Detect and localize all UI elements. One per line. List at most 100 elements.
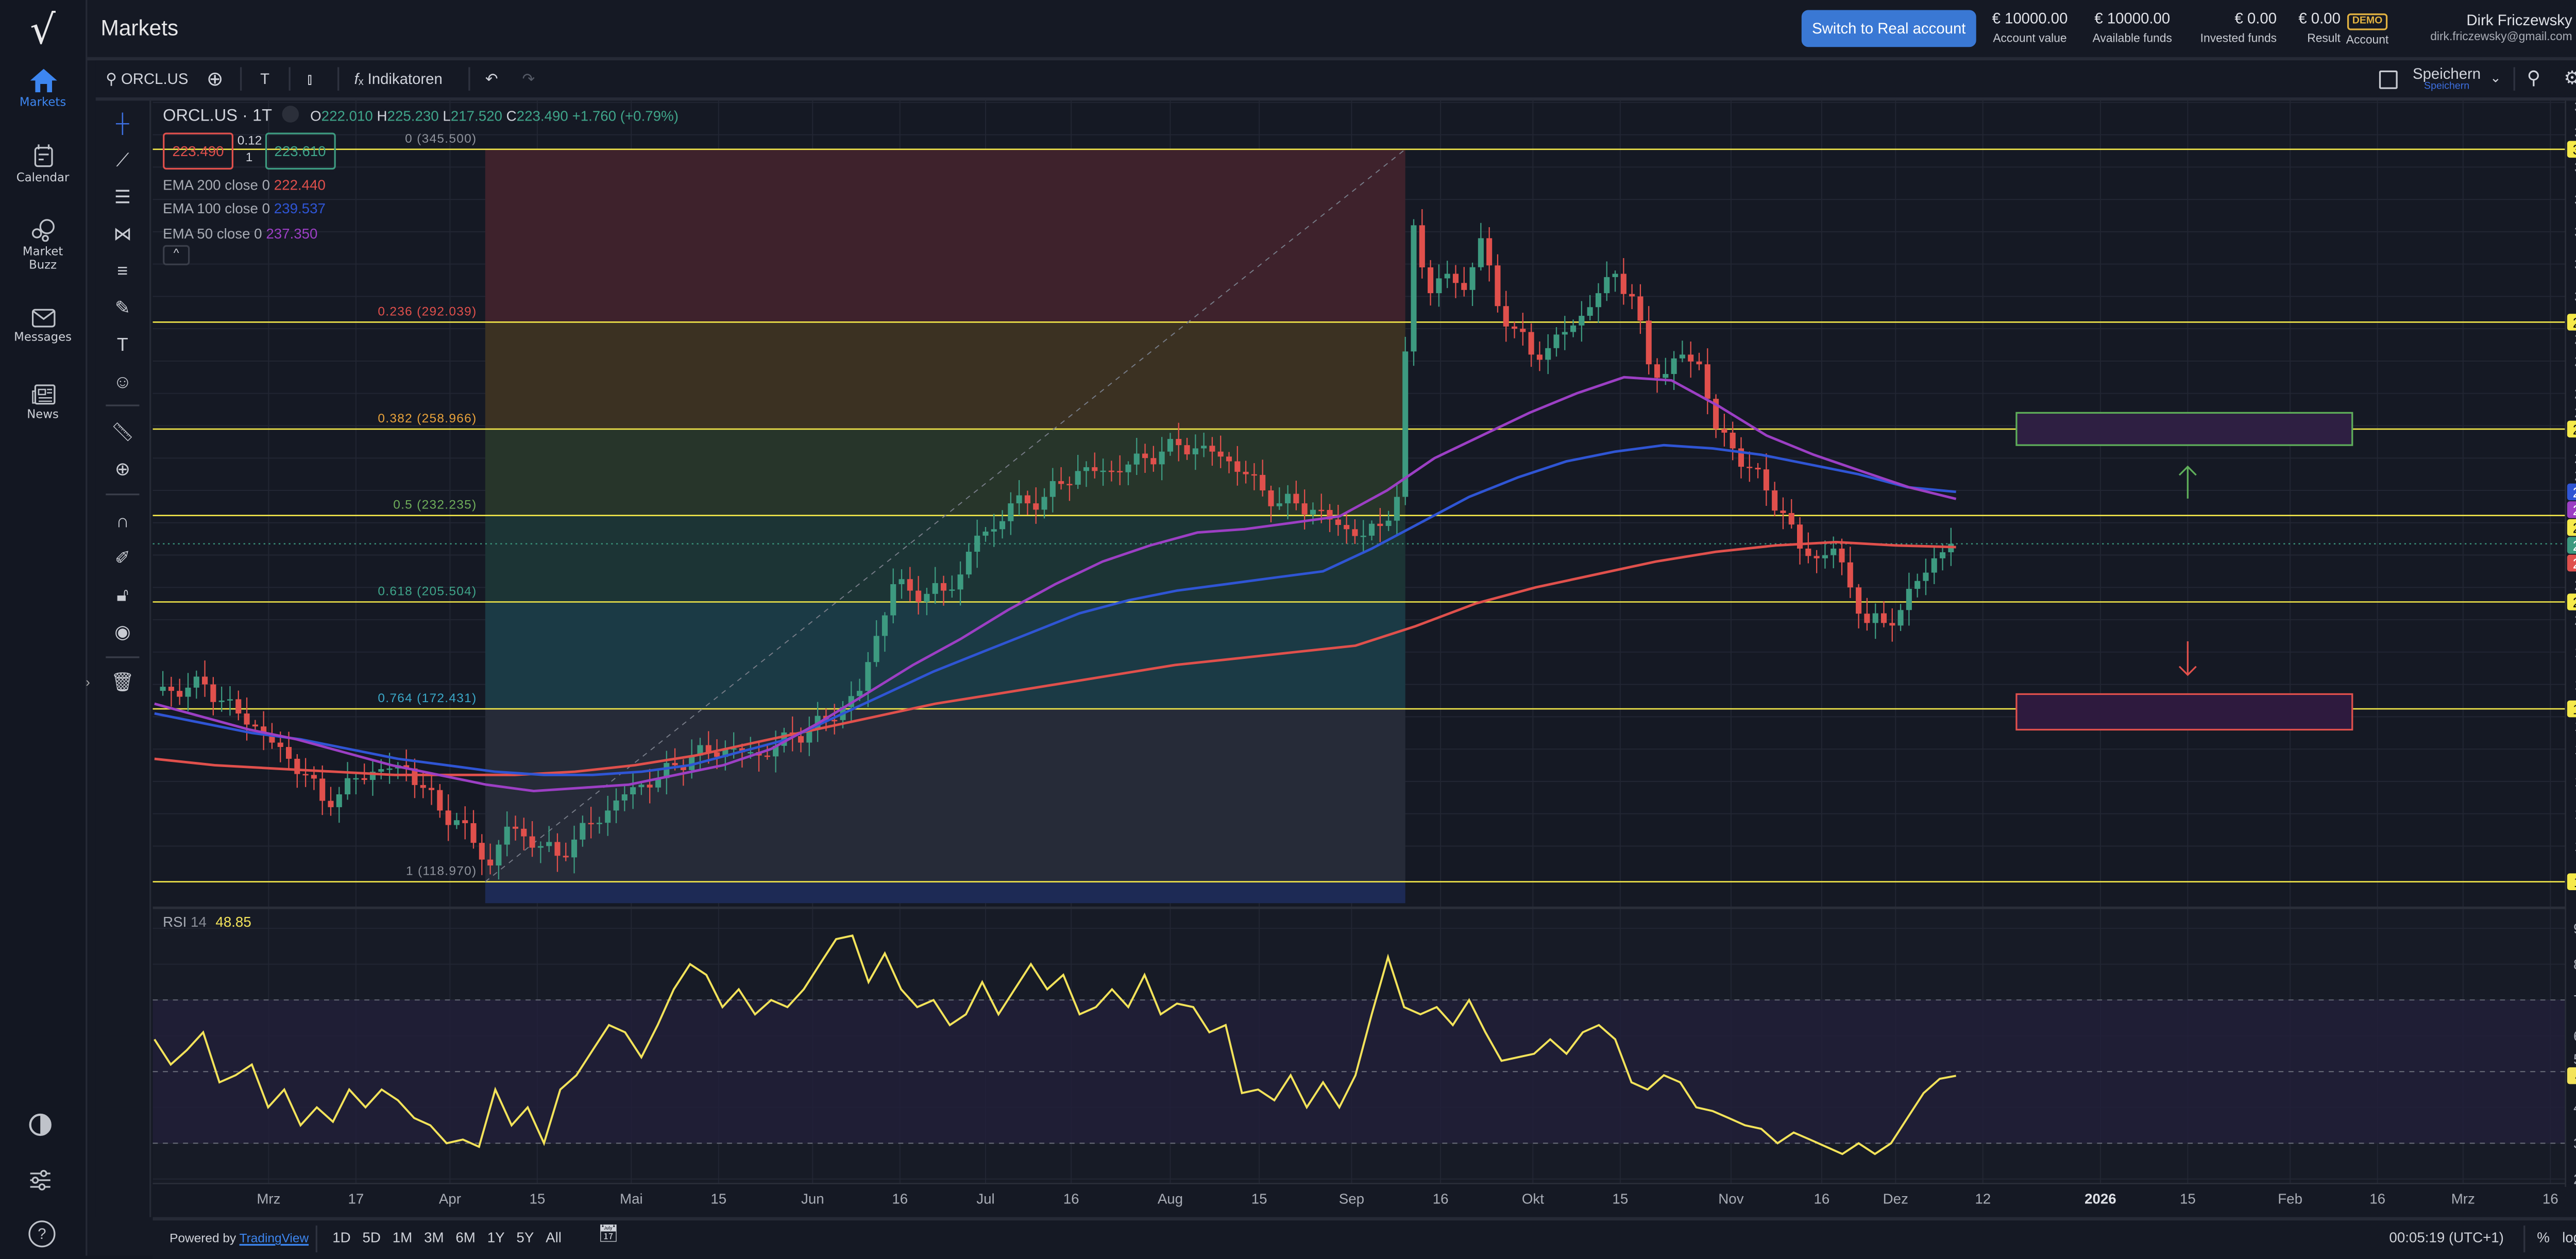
percent-toggle[interactable]: % xyxy=(2537,1229,2550,1246)
divider xyxy=(289,67,291,91)
nav-markets[interactable]: Markets xyxy=(0,69,86,109)
nav-market-buzz[interactable]: Market Buzz xyxy=(0,218,86,272)
log-toggle[interactable]: log xyxy=(2562,1229,2576,1246)
range-6m[interactable]: 6M xyxy=(455,1229,476,1246)
price-tag-label: 223.490 xyxy=(2573,538,2576,554)
projection-icon[interactable]: ≡ xyxy=(117,262,128,282)
date-range-icon[interactable]: 📅︎ xyxy=(598,1225,619,1244)
price-tag-label: 239.537 xyxy=(2573,484,2576,500)
fib-levels-icon[interactable]: ☰ xyxy=(114,188,131,209)
undo-icon[interactable]: ↶ xyxy=(485,70,498,88)
arrow-down-icon xyxy=(2178,641,2197,676)
switch-to-real-account-button[interactable]: Switch to Real account xyxy=(1801,10,1976,47)
candle-body xyxy=(1016,495,1022,504)
candle-body xyxy=(865,662,871,691)
candle-body xyxy=(1511,326,1518,329)
help-icon[interactable]: ? xyxy=(28,1220,56,1248)
lock-icon[interactable]: 🔓︎ xyxy=(116,586,129,606)
candle-body xyxy=(1805,548,1811,556)
emoji-icon[interactable]: ☺ xyxy=(113,372,132,393)
text-icon[interactable]: T xyxy=(116,335,128,356)
range-1d[interactable]: 1D xyxy=(332,1229,351,1246)
rsi-tick-label: 90.00 xyxy=(2573,921,2576,937)
trash-icon[interactable]: 🗑︎ xyxy=(111,673,134,693)
range-5y[interactable]: 5Y xyxy=(516,1229,534,1246)
candle-body xyxy=(982,531,989,536)
layout-icon[interactable] xyxy=(2379,70,2398,89)
candle-body xyxy=(1897,610,1904,626)
range-5d[interactable]: 5D xyxy=(362,1229,381,1246)
candle-body xyxy=(1696,361,1702,365)
candle-body xyxy=(1503,306,1509,327)
candle-body xyxy=(949,589,955,591)
price-tick-label: 160.000 xyxy=(2574,741,2576,757)
candle-body xyxy=(647,785,653,788)
range-3m[interactable]: 3M xyxy=(424,1229,444,1246)
range-all[interactable]: All xyxy=(546,1229,562,1246)
collapse-legend-button[interactable]: ^ xyxy=(163,245,190,265)
candle-body xyxy=(1075,471,1081,485)
time-tick-label: Sep xyxy=(1339,1191,1364,1207)
sell-button[interactable]: 223.490 xyxy=(163,131,233,169)
open-value: 222.010 xyxy=(321,107,373,125)
lock-drawing-icon[interactable]: ✐ xyxy=(114,549,130,569)
quantity-field[interactable]: 1 xyxy=(245,148,253,164)
price-tag-label: 172.431 xyxy=(2573,702,2576,718)
trendline-icon[interactable]: ⟋ xyxy=(116,151,129,172)
candle-body xyxy=(1654,364,1660,378)
price-tick-label: 250.000 xyxy=(2574,450,2576,466)
candle-body xyxy=(680,765,686,770)
candle-body xyxy=(664,763,670,778)
candle-body xyxy=(1864,614,1870,623)
expand-panel-icon[interactable]: › xyxy=(86,675,90,690)
nav-messages[interactable]: Messages xyxy=(0,309,86,344)
candle-body xyxy=(537,846,544,848)
price-tag-label: 258.966 xyxy=(2573,421,2576,437)
crosshair-icon[interactable]: ┼ xyxy=(116,114,129,134)
theme-icon[interactable] xyxy=(28,1113,52,1145)
nav-calendar[interactable]: Calendar xyxy=(0,144,86,184)
candle-body xyxy=(1780,511,1786,513)
chevron-down-icon[interactable]: ⌄ xyxy=(2489,70,2501,86)
ema100-legend[interactable]: EMA 100 close 0 239.537 xyxy=(163,199,326,217)
candle-body xyxy=(386,768,393,770)
pattern-icon[interactable]: ⋈ xyxy=(113,225,132,245)
candle-body xyxy=(1150,458,1157,465)
save-button[interactable]: Speichern Speichern xyxy=(2413,65,2481,93)
sliders-icon[interactable] xyxy=(28,1168,52,1200)
nav-news[interactable]: News xyxy=(0,384,86,421)
candle-body xyxy=(1797,524,1803,549)
interval-button[interactable]: T xyxy=(260,70,270,88)
candle-body xyxy=(269,734,275,743)
ruler-icon[interactable]: 📏︎ xyxy=(111,423,134,444)
buy-button[interactable]: 223.610 xyxy=(265,131,335,169)
eye-icon[interactable]: ◉ xyxy=(114,623,131,643)
divider xyxy=(106,404,140,406)
tradingview-link[interactable]: TradingView xyxy=(239,1230,309,1246)
candle-body xyxy=(798,736,804,743)
fib-zone xyxy=(485,149,1405,322)
range-1y[interactable]: 1Y xyxy=(487,1229,505,1246)
candles-icon[interactable]: ⫾ xyxy=(307,70,312,88)
collapse-icon[interactable] xyxy=(282,106,300,123)
user-info[interactable]: Dirk Friczewsky dirk.friczewsky@gmail.com xyxy=(2430,11,2572,44)
add-symbol-icon[interactable]: ⊕ xyxy=(206,67,224,91)
candle-body xyxy=(1024,495,1030,504)
ema200-legend[interactable]: EMA 200 close 0 222.440 xyxy=(163,175,326,193)
quick-search-icon[interactable]: ⚲ xyxy=(2527,69,2540,89)
range-1m[interactable]: 1M xyxy=(392,1229,413,1246)
ema50-legend[interactable]: EMA 50 close 0 237.350 xyxy=(163,224,318,241)
indicators-button[interactable]: fₓ Indikatoren xyxy=(354,70,443,88)
brush-icon[interactable]: ✎ xyxy=(114,299,130,319)
redo-icon[interactable]: ↷ xyxy=(522,70,535,88)
gear-icon[interactable]: ⚙ xyxy=(2564,60,2576,97)
price-axis xyxy=(2565,99,2576,1184)
symbol-search[interactable]: ⚲ ORCL.US xyxy=(106,70,189,88)
target-zone-box xyxy=(2015,693,2353,731)
candle-body xyxy=(1738,448,1744,467)
rsi-line xyxy=(154,934,1956,1155)
zoom-in-icon[interactable]: ⊕ xyxy=(114,460,130,481)
candle-body xyxy=(1377,523,1383,526)
magnet-icon[interactable]: ∩ xyxy=(116,512,129,533)
